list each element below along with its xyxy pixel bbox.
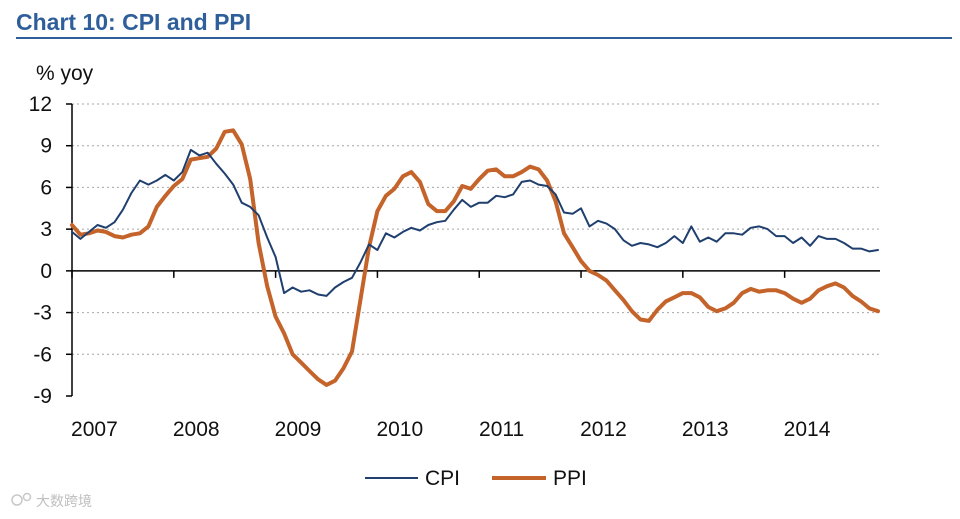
watermark-text: 大数跨境: [36, 494, 92, 510]
series-line-cpi: [71, 148, 879, 297]
chart-title: Chart 10: CPI and PPI: [16, 9, 251, 35]
x-tick-label: 2012: [580, 418, 627, 441]
legend-ppi-label: PPI: [553, 467, 587, 490]
x-tick-label: 2008: [173, 418, 220, 441]
x-tick-label: 2010: [376, 418, 423, 441]
y-tick-labels: 12 9 6 3 0 -3 -6 -9: [29, 93, 52, 408]
x-tick-label: 2011: [479, 418, 524, 441]
y-axis-label: % yoy: [36, 62, 94, 85]
y-tick-label: -6: [33, 343, 52, 366]
y-tick-label: 12: [29, 93, 52, 116]
series-line-ppi: [70, 128, 880, 387]
legend-cpi-label: CPI: [425, 467, 460, 490]
series-lines: [70, 128, 880, 387]
y-tick-label: 6: [40, 176, 52, 199]
x-tick-label: 2009: [275, 418, 322, 441]
y-tick-label: 3: [40, 218, 52, 241]
x-tick-labels: 2007 2008 2009 2010 2011 2012 2013 2014: [71, 418, 831, 441]
y-tick-label: -9: [33, 385, 52, 408]
legend: CPI PPI: [365, 467, 587, 490]
axes: [66, 103, 880, 397]
x-tick-label: 2014: [784, 418, 831, 441]
watermark-logo-icon: [11, 494, 23, 506]
watermark: 大数跨境: [11, 492, 92, 510]
x-tick-label: 2007: [71, 418, 118, 441]
y-tick-label: -3: [33, 302, 52, 325]
y-tick-label: 9: [40, 135, 52, 158]
y-tick-label: 0: [40, 260, 52, 283]
watermark-logo-dot-icon: [22, 492, 32, 502]
gridlines: [72, 103, 880, 355]
x-tick-label: 2013: [682, 418, 729, 441]
